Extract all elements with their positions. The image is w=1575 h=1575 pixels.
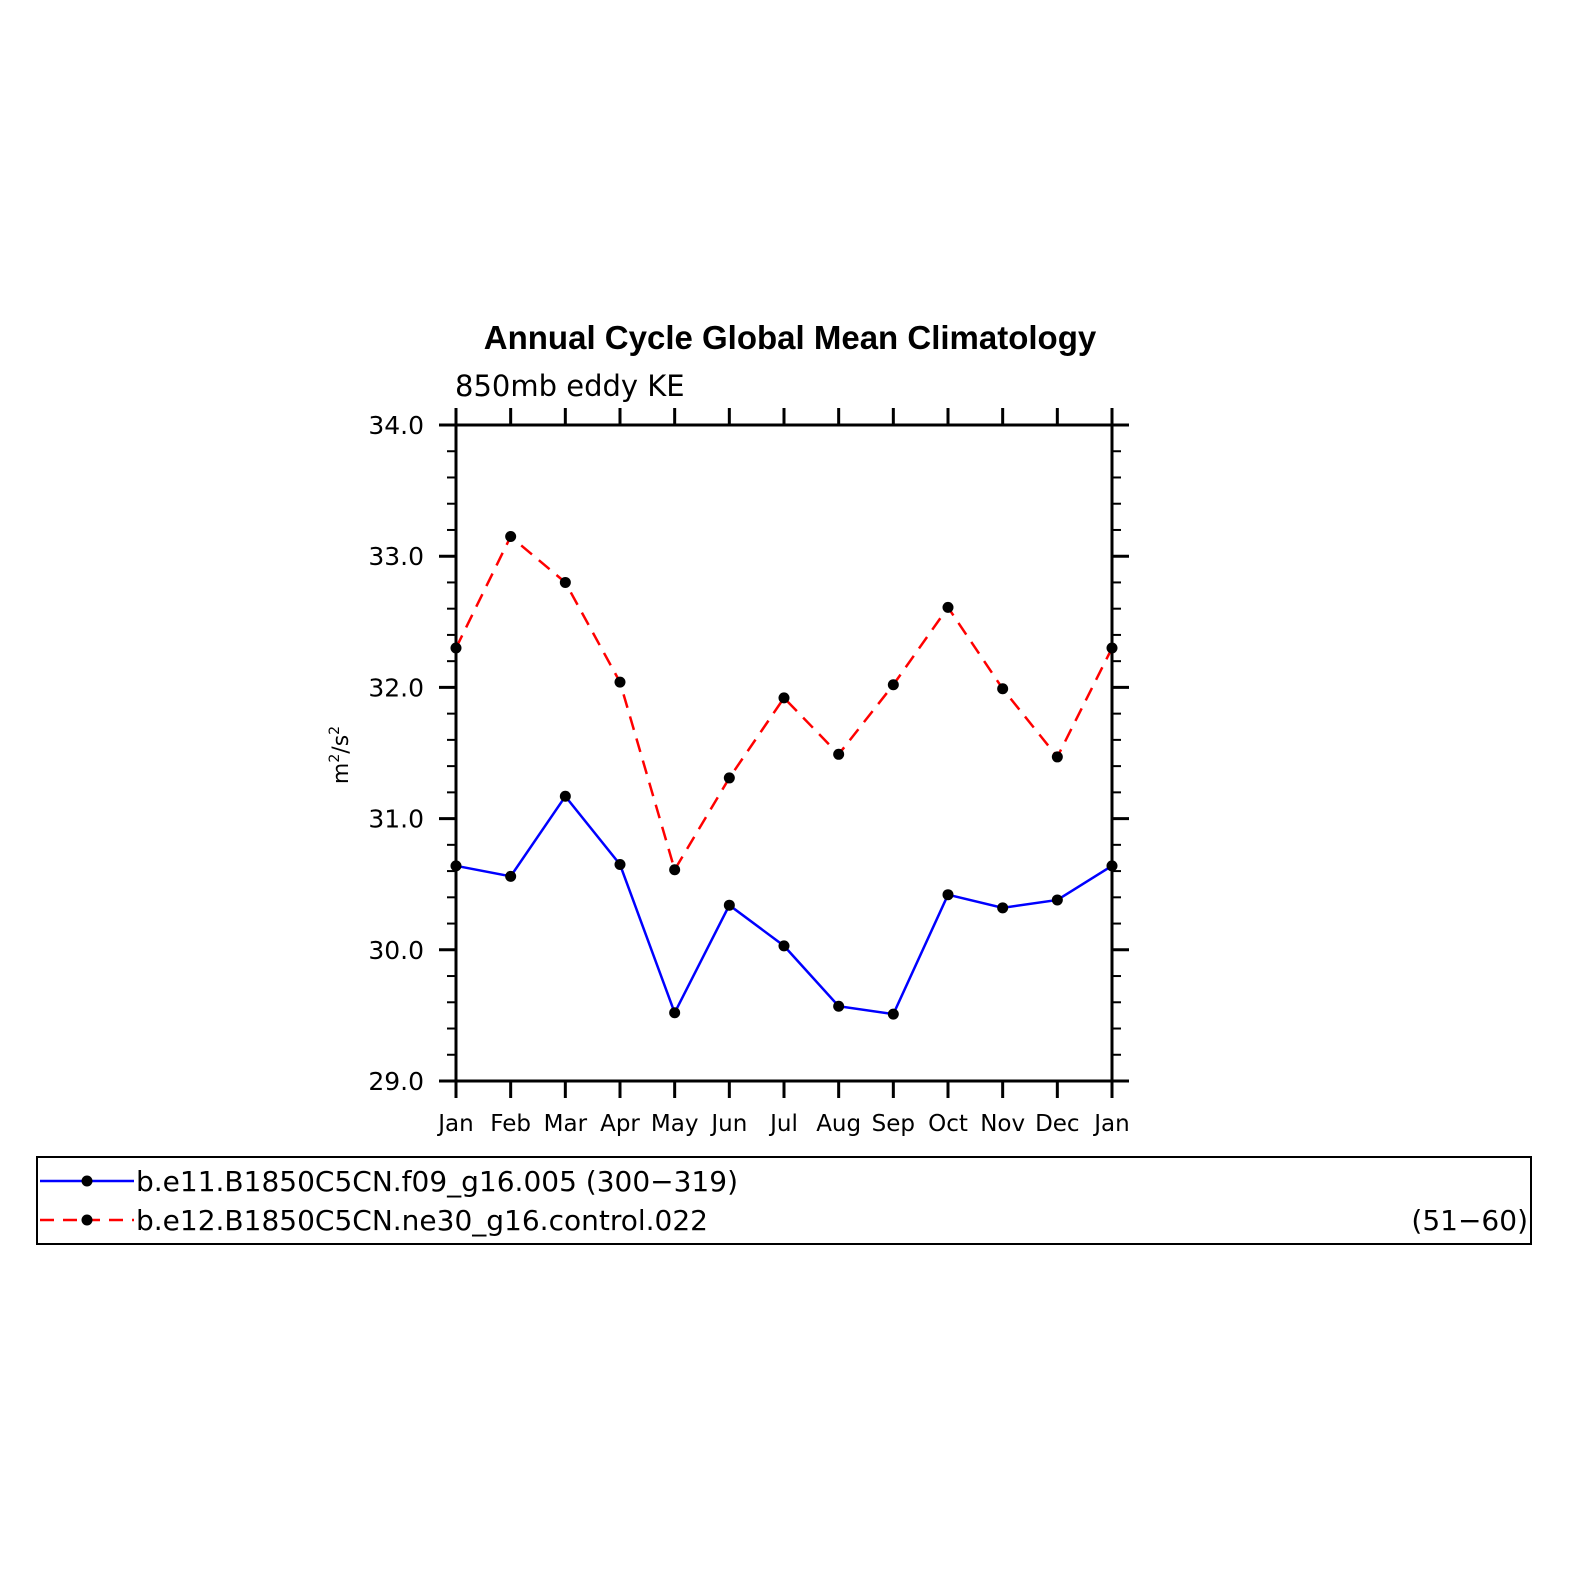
series-2-point [997,683,1009,695]
series-1-point [505,870,517,882]
x-tick-label: Dec [1035,1111,1080,1137]
legend-label-2: b.e12.B1850C5CN.ne30_g16.control.022 [136,1204,708,1237]
x-tick-label: Jul [768,1111,798,1137]
x-tick-label: Jan [1092,1111,1129,1137]
series-1-point [669,1007,681,1019]
legend-label-1: b.e11.B1850C5CN.f09_g16.005 (300−319) [136,1165,738,1198]
plot-axes: 29.0 30.0 31.0 32.0 33.0 34.0 Jan Feb Mar Apr May J… [368,408,1130,1137]
legend-marker-1 [81,1175,93,1187]
y-axis-label-exp1: 2 [327,754,343,763]
x-tick-label: Apr [600,1111,640,1137]
y-axis-label-base: m [329,763,354,784]
legend-box [36,1156,1532,1245]
chart-title: Annual Cycle Global Mean Climatology [484,319,1097,356]
series-1-point [833,1000,845,1012]
series-2-point [833,748,845,760]
series-2-point [505,531,517,543]
x-tick-label: May [651,1111,699,1137]
series-1-point [887,1008,899,1020]
series-1-point [997,902,1009,914]
y-tick-label: 34.0 [368,411,424,440]
x-tick-label: Sep [872,1111,915,1137]
x-tick-label: Oct [928,1111,968,1137]
series-1-point [559,790,571,802]
series-2-point [1106,642,1118,654]
y-tick-label: 31.0 [368,805,424,834]
x-tick-label: Aug [816,1111,861,1137]
y-tick-label: 32.0 [368,673,424,702]
series-2-point [1051,751,1063,763]
x-tick-label: Feb [490,1111,531,1137]
legend: b.e11.B1850C5CN.f09_g16.005 (300−319) b.e… [40,1165,1528,1237]
series-2-point [887,679,899,691]
plot-frame [454,423,1114,1083]
y-axis-label-exp2: 2 [327,726,343,735]
y-axis-label-mid: /s [329,735,354,754]
x-tick-label: Jun [709,1111,747,1137]
series-1-point [723,899,735,911]
series-1-point [942,889,954,901]
series-group [450,531,1118,1020]
series-1-point [614,859,626,871]
x-tick-label: Mar [544,1111,588,1137]
y-tick-label: 30.0 [368,936,424,965]
legend-marker-2 [81,1214,93,1226]
series-2-point [778,692,790,704]
x-tick-label: Nov [980,1111,1025,1137]
x-tick-label: Jan [436,1111,473,1137]
series-2-point [559,576,571,588]
series-2-point [614,676,626,688]
series-2-point [723,772,735,784]
series-1-point [778,940,790,952]
y-tick-label: 33.0 [368,542,424,571]
series-line-1 [455,794,1113,1016]
series-2-point [942,601,954,613]
series-2-point [450,642,462,654]
chart-subtitle: 850mb eddy KE [455,369,685,403]
series-1-point [1051,894,1063,906]
legend-label-suffix-2: (51−60) [1411,1204,1528,1237]
y-axis-label: m2/s2 [327,726,354,784]
series-2-point [669,864,681,876]
svg-text:m2/s2: m2/s2 [327,726,354,784]
series-1-point [450,860,462,872]
series-1-point [1106,860,1118,872]
y-tick-label: 29.0 [368,1067,424,1096]
